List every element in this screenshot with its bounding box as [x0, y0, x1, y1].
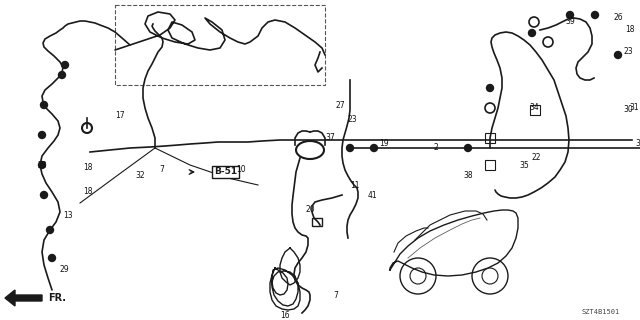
Text: 39: 39: [635, 139, 640, 148]
Text: 30: 30: [623, 106, 633, 115]
Circle shape: [49, 254, 56, 261]
Circle shape: [40, 191, 47, 198]
Text: 10: 10: [236, 165, 246, 174]
Text: FR.: FR.: [48, 293, 66, 303]
Circle shape: [58, 71, 65, 78]
Text: 18: 18: [83, 188, 93, 196]
Bar: [312, 218, 322, 226]
Circle shape: [465, 145, 472, 151]
Text: 38: 38: [463, 171, 473, 180]
Text: 19: 19: [379, 139, 389, 148]
Circle shape: [614, 52, 621, 59]
Text: 18: 18: [625, 26, 635, 35]
Text: B-51: B-51: [214, 167, 237, 177]
Text: 18: 18: [83, 164, 93, 172]
Polygon shape: [5, 290, 42, 306]
Text: 23: 23: [623, 47, 633, 57]
Text: 34: 34: [529, 103, 539, 113]
Text: 13: 13: [63, 211, 73, 220]
Text: 20: 20: [305, 205, 315, 214]
Circle shape: [486, 84, 493, 92]
Circle shape: [38, 162, 45, 169]
Text: 26: 26: [613, 13, 623, 22]
Text: 37: 37: [325, 133, 335, 142]
Bar: [485, 133, 495, 143]
Text: 7: 7: [159, 165, 164, 174]
Text: 28: 28: [37, 161, 47, 170]
Text: 35: 35: [519, 161, 529, 170]
Circle shape: [61, 61, 68, 68]
Circle shape: [47, 227, 54, 234]
Text: 7: 7: [333, 291, 339, 300]
Text: 32: 32: [135, 171, 145, 180]
Circle shape: [591, 12, 598, 19]
Text: 17: 17: [115, 110, 125, 119]
Text: 22: 22: [531, 154, 541, 163]
Circle shape: [566, 12, 573, 19]
Text: SZT4B1501: SZT4B1501: [582, 309, 620, 315]
Text: 23: 23: [347, 116, 357, 124]
Text: 2: 2: [434, 143, 438, 153]
Circle shape: [346, 145, 353, 151]
Text: 27: 27: [335, 100, 345, 109]
Text: 41: 41: [367, 190, 377, 199]
Circle shape: [40, 101, 47, 108]
Circle shape: [371, 145, 378, 151]
Bar: [530, 105, 540, 115]
Text: 31: 31: [629, 103, 639, 113]
Circle shape: [38, 132, 45, 139]
Text: 39: 39: [565, 18, 575, 27]
Bar: [115, 5, 325, 85]
Text: 29: 29: [59, 266, 69, 275]
Text: 11: 11: [350, 180, 360, 189]
Text: 16: 16: [280, 310, 290, 319]
Bar: [485, 160, 495, 170]
Circle shape: [529, 29, 536, 36]
